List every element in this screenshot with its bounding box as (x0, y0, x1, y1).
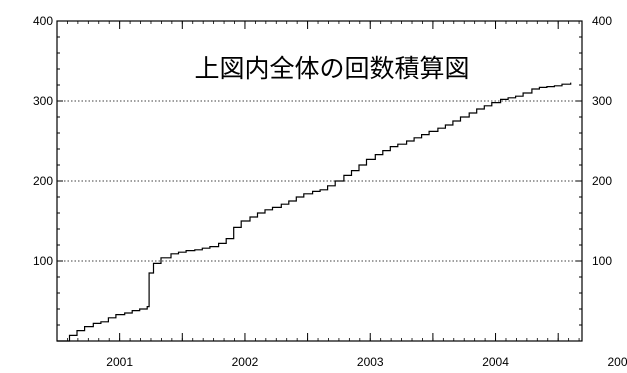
x-tick-label-2003: 2003 (357, 355, 384, 369)
grid-layer (57, 100, 582, 262)
x-tick-label-2002: 2002 (232, 355, 259, 369)
x-tick-label-2005: 2005 (607, 355, 627, 369)
y-tick-label-left: 400 (33, 14, 53, 28)
y-tick-label-right: 200 (592, 174, 612, 188)
x-tick-label-2004: 2004 (482, 355, 509, 369)
x-tick-label-2001: 2001 (106, 355, 133, 369)
y-tick-label-right: 300 (592, 94, 612, 108)
chart-title: 上図内全体の回数積算図 (194, 54, 469, 83)
label-layer: 100 100 200 200 300 300 400 400 2001 2002 2003 2004… (33, 14, 627, 369)
y-tick-label-left: 300 (33, 94, 53, 108)
y-tick-label-left: 200 (33, 174, 53, 188)
series-line-0 (57, 82, 572, 342)
y-tick-label-right: 100 (592, 254, 612, 268)
series-layer (57, 82, 572, 342)
y-tick-label-left: 100 (33, 254, 53, 268)
y-tick-label-right: 400 (592, 14, 612, 28)
plot-frame (56, 20, 583, 342)
